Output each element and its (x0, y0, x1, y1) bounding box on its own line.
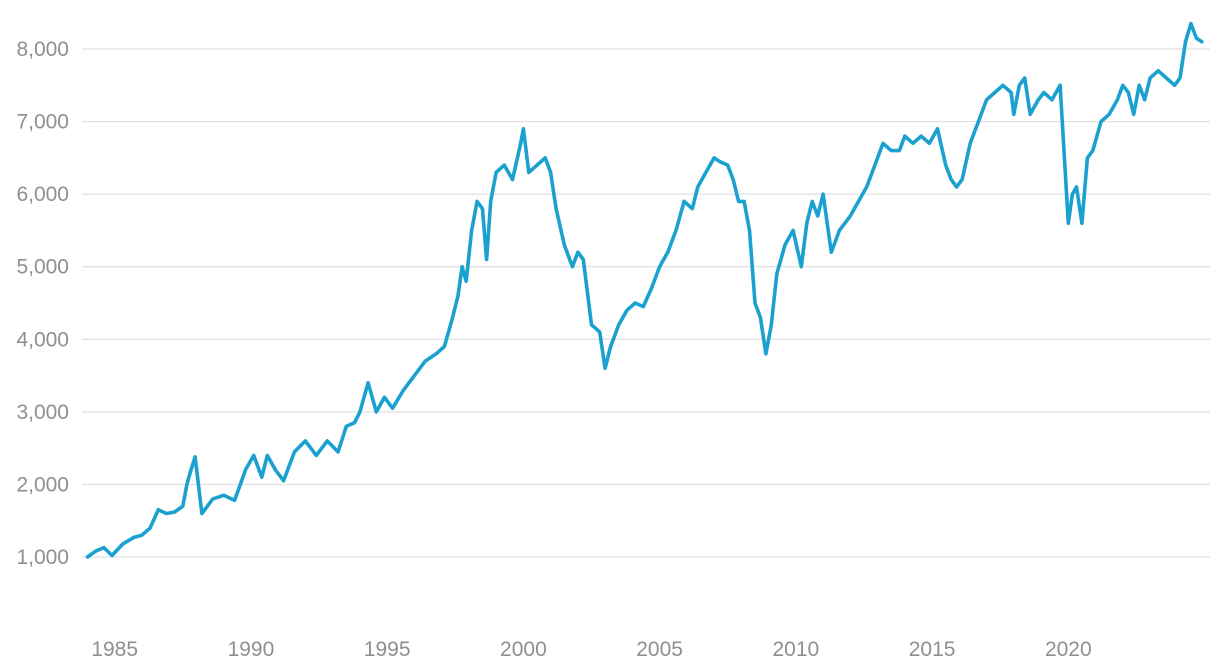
x-tick-label: 2010 (772, 638, 819, 661)
x-tick-label: 2000 (500, 638, 547, 661)
y-tick-label: 7,000 (16, 111, 69, 134)
series-layer (85, 21, 1204, 559)
x-tick-label: 1995 (364, 638, 411, 661)
y-tick-label: 3,000 (16, 401, 69, 424)
x-tick-label: 2015 (909, 638, 956, 661)
y-axis-tick-labels: 1,000 2,000 3,000 4,000 5,000 6,000 7,000 8,000 (16, 38, 69, 569)
y-tick-label: 6,000 (16, 183, 69, 206)
grid-lines (82, 48, 1210, 558)
y-tick-label: 1,000 (16, 546, 69, 569)
y-tick-label: 2,000 (16, 473, 69, 496)
y-tick-label: 4,000 (16, 328, 69, 351)
x-tick-label: 2005 (636, 638, 683, 661)
y-tick-label: 5,000 (16, 256, 69, 279)
x-tick-label: 2020 (1045, 638, 1092, 661)
x-axis-tick-labels: 1985 1990 1995 2000 2005 2010 2015 2020 (91, 638, 1091, 661)
x-tick-label: 1985 (91, 638, 138, 661)
series-line-0 (85, 21, 1204, 559)
x-tick-label: 1990 (228, 638, 275, 661)
y-tick-label: 8,000 (16, 38, 69, 61)
